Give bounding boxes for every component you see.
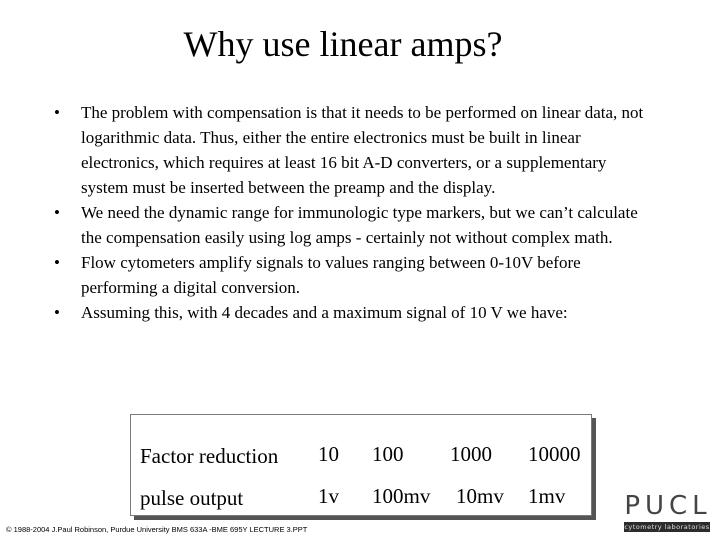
row-label-factor-reduction: Factor reduction <box>140 444 279 468</box>
table-cell: 1v <box>318 484 339 508</box>
bullet-marker: • <box>54 103 60 122</box>
decade-table: Factor reduction 10 100 1000 10000 pulse… <box>130 414 592 516</box>
bullet-item: • Assuming this, with 4 decades and a ma… <box>54 300 654 325</box>
table-cell: 100 <box>372 442 404 466</box>
bullet-text: Flow cytometers amplify signals to value… <box>81 253 581 297</box>
logo-bar <box>624 522 710 532</box>
table-cell: 10 <box>318 442 339 466</box>
bullet-text: Assuming this, with 4 decades and a maxi… <box>81 303 568 322</box>
bullet-marker: • <box>54 203 60 222</box>
footer-copyright: © 1988-2004 J.Paul Robinson, Purdue Univ… <box>6 525 308 534</box>
table-cell: 1000 <box>450 442 492 466</box>
slide-title: Why use linear amps? <box>183 24 503 64</box>
table-cell: 1mv <box>528 484 566 508</box>
bullet-item: • The problem with compensation is that … <box>54 100 654 200</box>
bullet-text: The problem with compensation is that it… <box>81 103 644 197</box>
table-cell: 10000 <box>528 442 581 466</box>
bullet-item: • We need the dynamic range for immunolo… <box>54 200 654 250</box>
bullet-list: • The problem with compensation is that … <box>54 100 654 325</box>
logo-subtitle: cytometry laboratories <box>624 523 710 531</box>
logo-text: PUCL <box>624 491 712 521</box>
table-cell: 10mv <box>456 484 504 508</box>
table-cell: 100mv <box>372 484 431 508</box>
bullet-marker: • <box>54 303 60 322</box>
bullet-marker: • <box>54 253 60 272</box>
row-label-pulse-output: pulse output <box>140 486 244 510</box>
pucl-logo: PUCL cytometry laboratories <box>624 491 712 533</box>
bullet-text: We need the dynamic range for immunologi… <box>81 203 638 247</box>
bullet-item: • Flow cytometers amplify signals to val… <box>54 250 654 300</box>
